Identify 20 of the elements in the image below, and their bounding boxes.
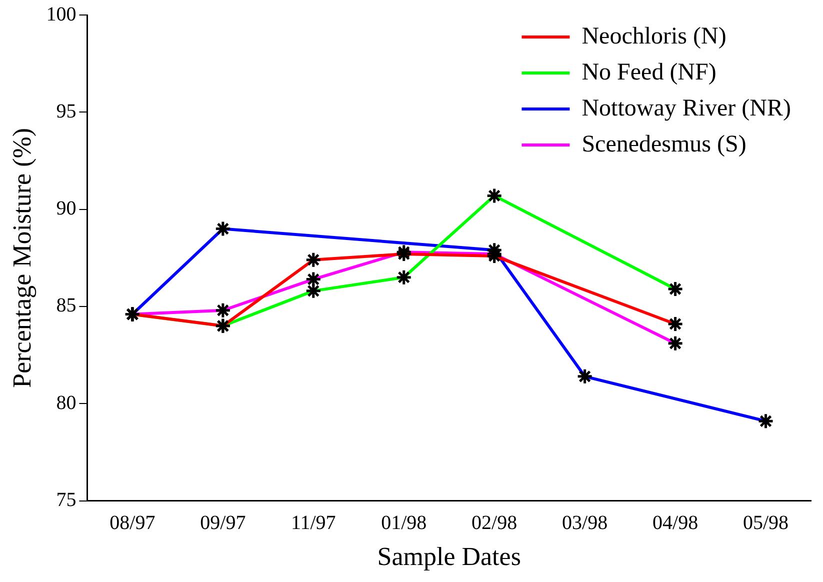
legend-label: Nottoway River (NR) bbox=[582, 95, 791, 122]
x-tick-label: 11/97 bbox=[290, 512, 336, 534]
legend-label: Scenedesmus (S) bbox=[582, 131, 746, 158]
legend-label: Neochloris (N) bbox=[582, 23, 726, 50]
y-tick-label: 75 bbox=[56, 489, 76, 512]
x-tick-label: 02/98 bbox=[472, 512, 518, 534]
x-tick-label: 03/98 bbox=[562, 512, 608, 534]
y-axis-title: Percentage Moisture (%) bbox=[7, 128, 36, 388]
y-tick-label: 100 bbox=[46, 3, 76, 26]
x-tick-label: 04/98 bbox=[652, 512, 698, 534]
x-tick-label: 09/97 bbox=[200, 512, 246, 534]
x-tick-label: 08/97 bbox=[110, 512, 156, 534]
y-tick-label: 85 bbox=[56, 294, 76, 317]
x-tick-label: 01/98 bbox=[381, 512, 427, 534]
y-tick-label: 95 bbox=[56, 100, 76, 122]
x-tick-label: 05/98 bbox=[742, 512, 789, 534]
y-tick-label: 80 bbox=[56, 392, 76, 414]
x-axis-title: Sample Dates bbox=[377, 542, 521, 572]
legend-label: No Feed (NF) bbox=[582, 59, 716, 86]
y-tick-label: 90 bbox=[56, 198, 76, 220]
